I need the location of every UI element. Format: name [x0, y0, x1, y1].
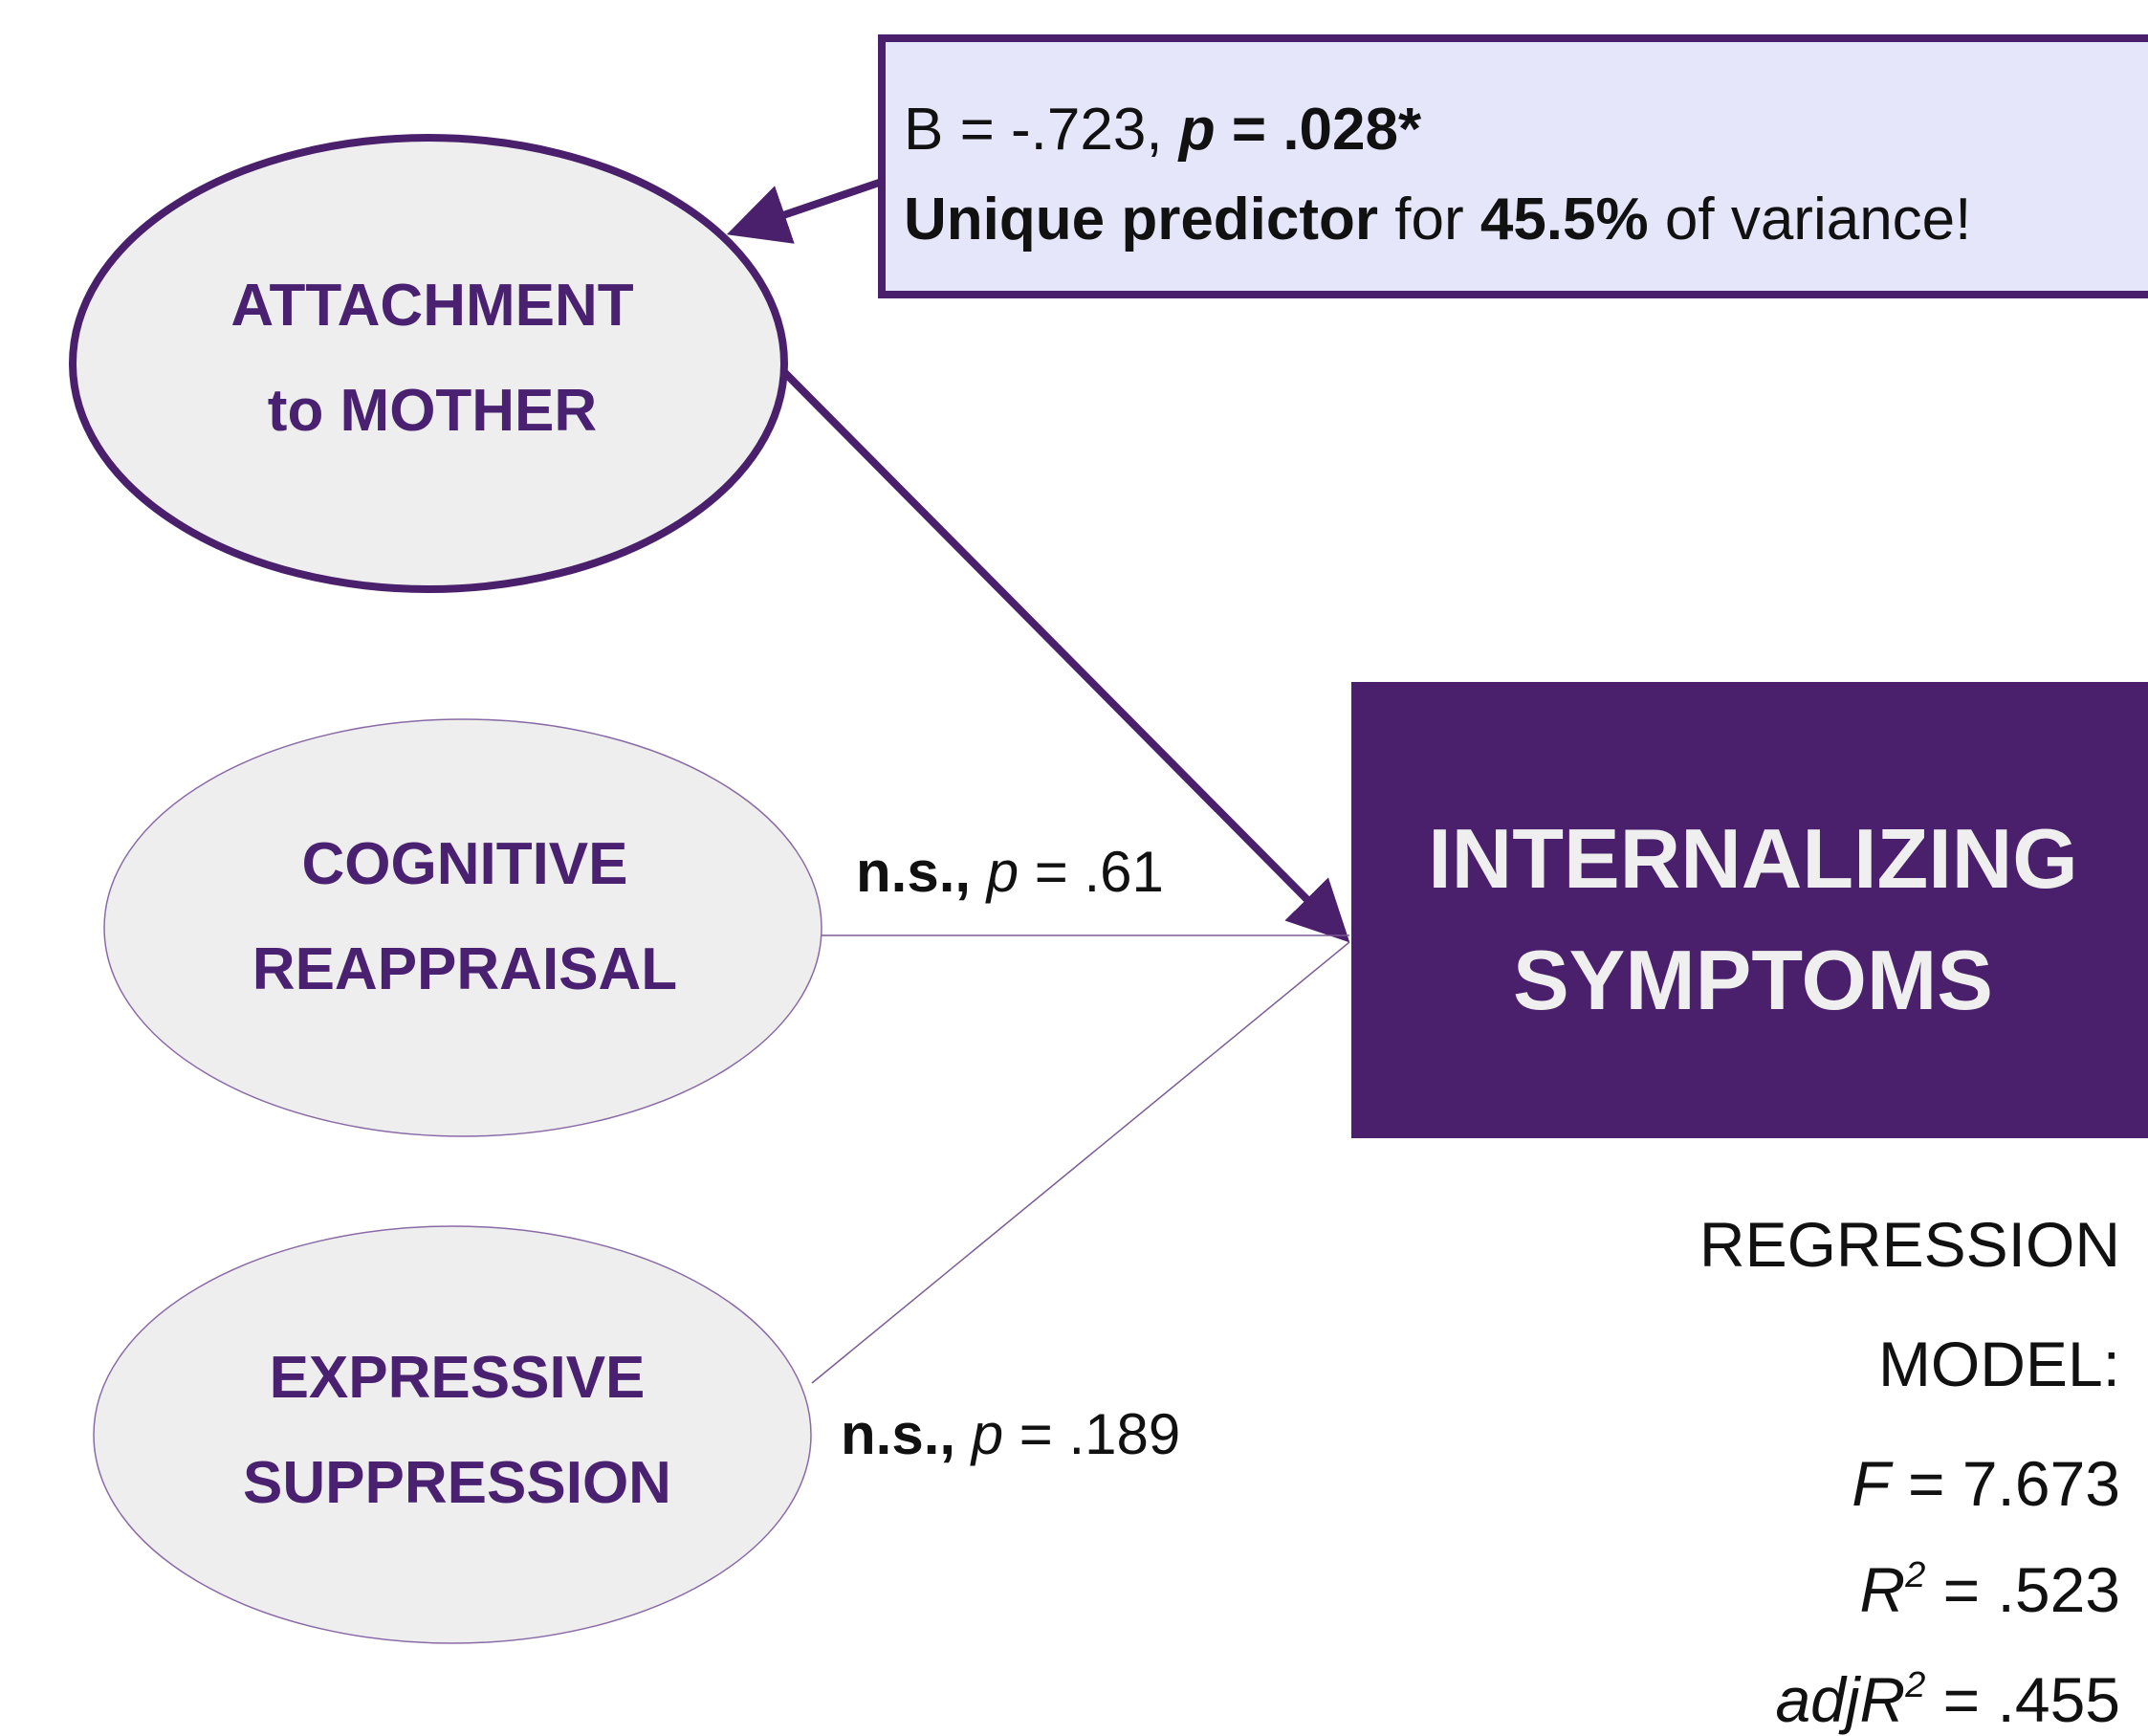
text: = .189 — [1003, 1402, 1180, 1466]
text: Unique predictor — [904, 187, 1378, 253]
edge-label: n.s., p = .61 — [856, 840, 1164, 904]
callout-arrow — [726, 178, 884, 244]
edge-arrow — [782, 370, 1350, 943]
outcome-label: SYMPTOMS — [1513, 933, 1993, 1027]
text: = 7.673 — [1891, 1448, 2120, 1519]
callout-line: Unique predictor for 45.5% of variance! — [904, 187, 1971, 253]
text: for — [1378, 187, 1480, 253]
text: n.s., — [841, 1402, 972, 1466]
text: = .455 — [1925, 1664, 2120, 1735]
text: R — [1860, 1554, 1906, 1625]
node-label: to MOTHER — [268, 378, 597, 444]
text: of variance! — [1649, 187, 1972, 253]
node-label: SUPPRESSION — [243, 1450, 671, 1516]
text: = .523 — [1925, 1554, 2120, 1625]
node-label: COGNITIVE — [301, 831, 627, 897]
text: 2 — [1904, 1555, 1925, 1595]
text: = .61 — [1019, 840, 1164, 904]
text: B = -.723, — [904, 97, 1179, 163]
text: F — [1852, 1448, 1894, 1519]
callout-box — [878, 34, 2148, 298]
text: p — [1177, 97, 1216, 163]
text: p — [985, 840, 1019, 904]
model-line: adjR2 = .455 — [1775, 1664, 2120, 1735]
model-line: R2 = .523 — [1860, 1554, 2120, 1625]
text: p — [970, 1402, 1003, 1466]
text: = .028* — [1216, 97, 1422, 163]
model-line: REGRESSION — [1699, 1209, 2120, 1280]
text: 2 — [1904, 1665, 1925, 1705]
node-label: ATTACHMENT — [230, 273, 633, 339]
text: REGRESSION — [1699, 1209, 2120, 1280]
node-label: REAPPRAISAL — [252, 936, 677, 1002]
model-line: MODEL: — [1878, 1329, 2120, 1399]
node — [103, 718, 822, 1137]
edge-line — [811, 941, 1350, 1384]
text: adjR — [1775, 1664, 1905, 1735]
model-line: F = 7.673 — [1852, 1448, 2120, 1519]
node — [69, 134, 788, 593]
node — [93, 1225, 812, 1644]
edge-label: n.s., p = .189 — [841, 1402, 1180, 1466]
text: n.s., — [856, 840, 987, 904]
text: 45.5% — [1480, 187, 1649, 253]
callout-line: B = -.723, p = .028* — [904, 97, 1422, 163]
outcome-label: INTERNALIZING — [1428, 811, 2078, 906]
node-label: EXPRESSIVE — [270, 1345, 646, 1411]
outcome-box — [1351, 682, 2148, 1138]
text: MODEL: — [1878, 1329, 2120, 1399]
